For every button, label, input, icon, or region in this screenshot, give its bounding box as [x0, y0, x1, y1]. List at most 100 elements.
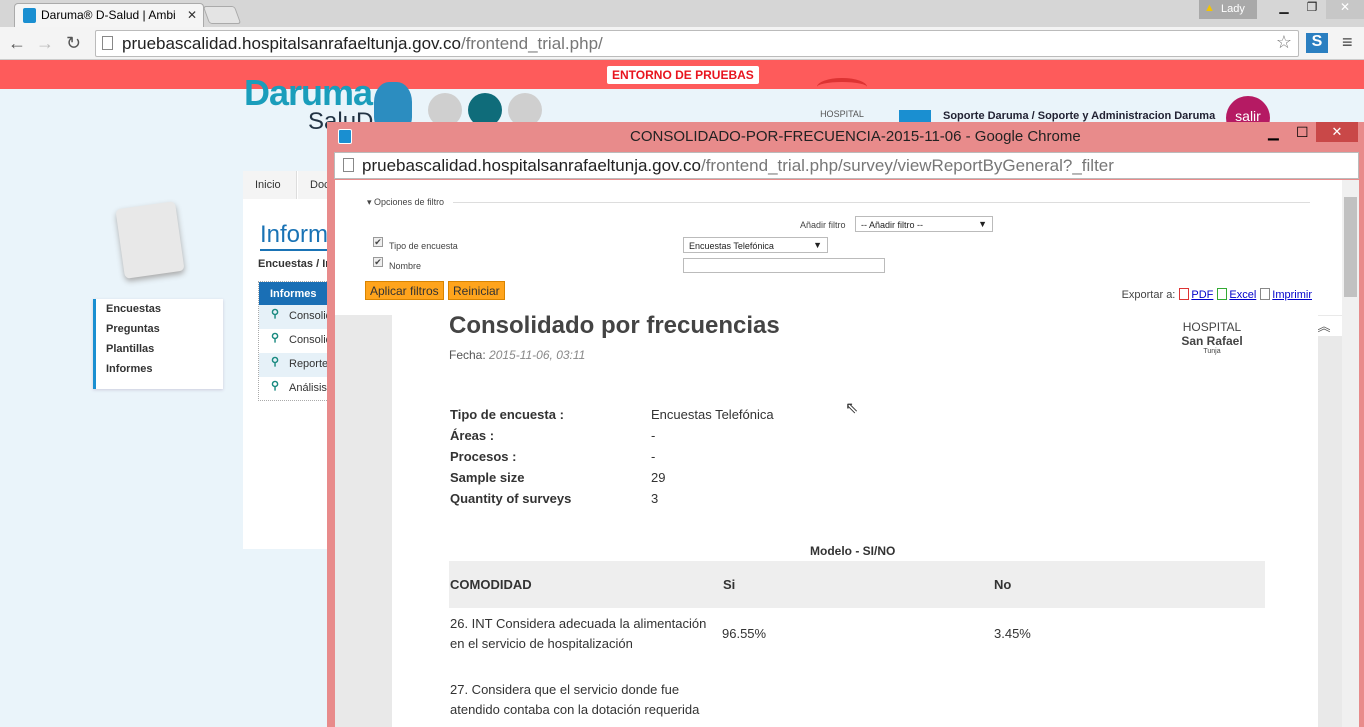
info-label: Tipo de encuesta : [450, 407, 564, 422]
hospital-san-rafael-logo: HOSPITAL San Rafael Tunja [1181, 320, 1243, 355]
tab-title: Daruma® D-Salud | Ambi [41, 8, 176, 22]
filter-panel: ▾ Opciones de filtro Añadir filtro -- Añ… [335, 180, 1342, 315]
add-filter-label: Añadir filtro [800, 220, 846, 230]
si-cell: 96.55% [722, 626, 767, 641]
popup-content: ▾ Opciones de filtro Añadir filtro -- Añ… [335, 180, 1342, 727]
table-header: COMODIDAD Si No [449, 561, 1265, 608]
survey-type-select[interactable]: Encuestas Telefónica ▼ [683, 237, 828, 253]
key-icon[interactable] [428, 93, 462, 127]
excel-icon [1217, 288, 1228, 300]
minimize-icon[interactable]: ▁ [1279, 0, 1289, 14]
hospital-logo: HOSPITAL [812, 78, 872, 120]
mouse-cursor-icon: ⇖ [845, 400, 859, 417]
url-host: pruebascalidad.hospitalsanrafaeltunja.go… [362, 156, 701, 175]
popup-scrollbar[interactable] [1342, 180, 1359, 727]
sidebar-item-informes[interactable]: Informes [106, 363, 153, 375]
export-label: Exportar a: [1121, 289, 1176, 301]
url-host: pruebascalidad.hospitalsanrafaeltunja.go… [122, 34, 461, 53]
sidebar: Encuestas Preguntas Plantillas Informes [93, 299, 223, 389]
info-label: Quantity of surveys [450, 491, 572, 506]
name-checkbox[interactable]: ✔ [373, 257, 383, 267]
favicon-icon [23, 8, 36, 23]
report-link[interactable]: ⚲ Análisis [271, 380, 327, 394]
search-icon: ⚲ [271, 332, 280, 344]
popup-minimize-icon[interactable]: ▁ [1268, 124, 1279, 140]
popup-close-icon[interactable]: ✕ [1316, 122, 1358, 142]
reset-button[interactable]: Reiniciar [448, 281, 505, 300]
daruma-icon[interactable] [468, 93, 502, 127]
chat-icon[interactable] [508, 93, 542, 127]
report-title: Consolidado por frecuencias [449, 312, 780, 339]
column-header: No [994, 577, 1012, 592]
scrollbar-thumb[interactable] [1344, 197, 1357, 297]
banner-label: ENTORNO DE PRUEBAS [607, 66, 759, 84]
extension-s-icon[interactable]: S [1306, 33, 1328, 53]
filter-legend[interactable]: ▾ Opciones de filtro [367, 197, 445, 207]
reports-panel: Informes ⚲Consolidado ⚲Consolidado ⚲Repo… [258, 281, 333, 401]
report-link[interactable]: ⚲Consolidado [271, 332, 332, 346]
pdf-icon [1179, 288, 1190, 300]
page-icon [102, 36, 113, 50]
user-avatar [899, 110, 931, 124]
print-icon [1260, 288, 1271, 300]
question-cell: 27. Considera que el servicio donde fue … [450, 682, 700, 717]
new-tab-button[interactable] [202, 6, 242, 24]
export-excel-link[interactable]: Excel [1229, 289, 1257, 301]
column-header: COMODIDAD [450, 577, 532, 592]
info-value: 29 [651, 470, 666, 485]
logo: Daruma [244, 72, 373, 113]
page-title: Informes [260, 221, 340, 251]
profile-badge[interactable]: ▲ Lady [1199, 0, 1257, 19]
reports-panel-title: Informes [259, 282, 332, 305]
maximize-icon[interactable]: ❐ [1306, 0, 1318, 14]
url-path: /frontend_trial.php/ [460, 34, 603, 53]
star-icon[interactable]: ☆ [1275, 32, 1292, 52]
popup-favicon-icon [338, 129, 352, 144]
popup-maximize-icon[interactable]: ☐ [1296, 124, 1309, 140]
survey-type-checkbox[interactable]: ✔ [373, 237, 383, 247]
export-bar: Exportar a: PDF Excel Imprimir [1122, 288, 1312, 301]
model-heading: Modelo - SI/NO [810, 544, 896, 558]
back-icon[interactable]: ← [8, 33, 26, 53]
name-input[interactable] [683, 258, 885, 273]
search-icon: ⚲ [271, 308, 280, 320]
info-value: 3 [651, 491, 659, 506]
report-date: Fecha: 2015-11-06, 03:11 [449, 348, 586, 362]
profile-name: Lady [1221, 3, 1245, 15]
address-bar[interactable]: pruebascalidad.hospitalsanrafaeltunja.go… [95, 30, 1299, 57]
add-filter-select[interactable]: -- Añadir filtro -- ▼ [855, 216, 993, 232]
page-icon [343, 158, 354, 172]
forward-icon[interactable]: → [36, 33, 54, 53]
info-label: Procesos : [450, 449, 517, 464]
survey-checklist-icon [115, 201, 185, 279]
popup-title: CONSOLIDADO-POR-FRECUENCIA-2015-11-06 - … [630, 128, 1081, 145]
close-window-icon[interactable]: ✕ [1326, 0, 1364, 19]
report-link[interactable]: ⚲Consolidado [259, 305, 332, 329]
sidebar-item-preguntas[interactable]: Preguntas [106, 323, 160, 335]
info-label: Sample size [450, 470, 525, 485]
info-value: - [651, 449, 656, 464]
warning-icon: ▲ [1204, 2, 1215, 14]
menu-icon[interactable]: ≡ [1342, 32, 1353, 52]
column-header: Si [723, 577, 736, 592]
close-tab-icon[interactable]: ✕ [186, 8, 197, 22]
user-name: Soporte Daruma / Soporte y Administracio… [943, 110, 1216, 122]
url-path: /frontend_trial.php/survey/viewReportByG… [700, 156, 1114, 175]
tab-inicio[interactable]: Inicio [243, 171, 297, 199]
print-link[interactable]: Imprimir [1272, 289, 1312, 301]
sidebar-item-plantillas[interactable]: Plantillas [106, 343, 155, 355]
popup-address-bar[interactable]: pruebascalidad.hospitalsanrafaeltunja.go… [334, 152, 1359, 179]
no-cell: 3.45% [994, 626, 1031, 641]
sidebar-item-encuestas[interactable]: Encuestas [106, 303, 162, 315]
divider [453, 202, 1310, 203]
main-panel: Inicio Doc Informes Encuestas / Informes… [243, 171, 369, 549]
info-value: - [651, 428, 656, 443]
export-pdf-link[interactable]: PDF [1191, 289, 1214, 301]
apply-filters-button[interactable]: Aplicar filtros [365, 281, 444, 300]
browser-tab[interactable]: Daruma® D-Salud | Ambi ✕ [14, 3, 204, 27]
report-link[interactable]: ⚲ Reporte [259, 353, 332, 377]
search-icon: ⚲ [271, 380, 280, 392]
reload-icon[interactable]: ↻ [66, 33, 82, 53]
search-icon: ⚲ [271, 356, 280, 368]
dropdown-arrow-icon: ▼ [813, 240, 822, 250]
